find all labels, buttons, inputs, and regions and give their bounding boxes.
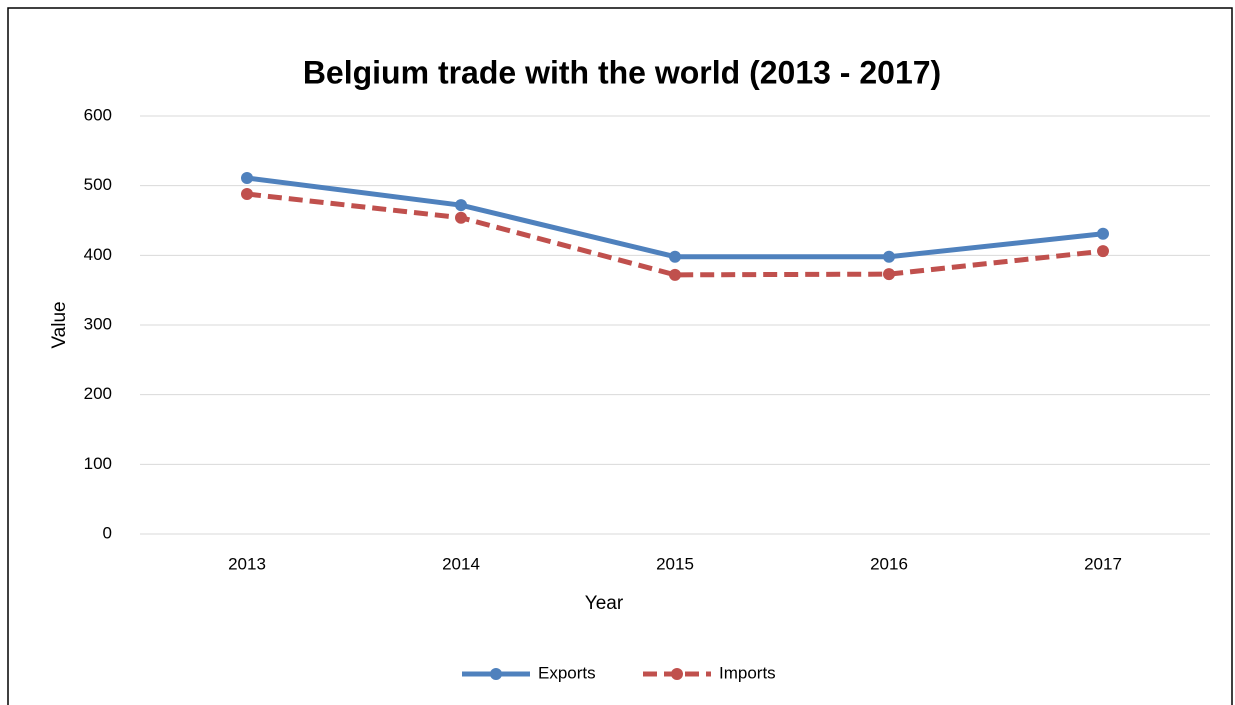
series-line [246,191,1104,278]
x-tick-label: 2014 [442,554,480,573]
point-marker [1097,227,1109,240]
chart-border [7,7,1233,705]
x-axis-title: Year [585,593,624,614]
legend-label: Imports [719,663,776,682]
legend-marker [671,668,683,680]
point-marker [455,199,467,212]
point-marker [241,188,253,201]
legend-label: Exports [538,663,596,682]
y-tick-label: 600 [84,105,112,124]
point-marker [669,268,681,281]
chart-title: Belgium trade with the world (2013 - 201… [303,54,941,90]
point-marker [241,172,253,185]
y-tick-label: 200 [84,384,112,403]
x-tick-label: 2015 [656,554,694,573]
legend-marker [490,668,502,680]
y-tick-label: 0 [103,523,112,542]
y-tick-label: 100 [84,454,112,473]
y-axis-title: Value [49,301,70,348]
y-tick-label: 300 [84,314,112,333]
point-marker [1097,245,1109,258]
point-marker [669,250,681,263]
x-tick-label: 2017 [1084,554,1122,573]
y-tick-label: 500 [84,175,112,194]
point-marker [455,211,467,224]
x-tick-label: 2013 [228,554,266,573]
x-tick-label: 2016 [870,554,908,573]
y-tick-label: 400 [84,245,112,264]
point-marker [883,250,895,263]
point-marker [883,268,895,281]
